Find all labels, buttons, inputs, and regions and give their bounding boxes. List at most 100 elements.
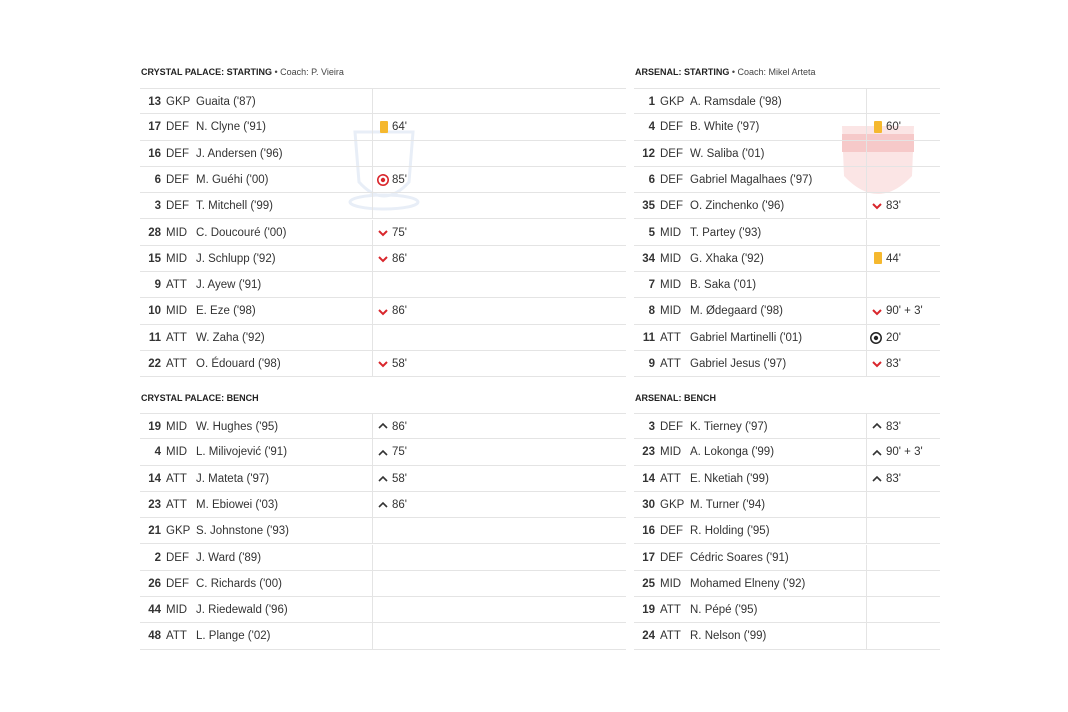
player-row: 10 MID E. Eze ('98) 86'	[140, 298, 626, 325]
section-title: CRYSTAL PALACE: STARTING	[141, 67, 272, 77]
player-name: R. Holding ('95)	[690, 525, 770, 538]
player-row: 17 DEF Cédric Soares ('91)	[634, 544, 940, 571]
position: DEF	[166, 173, 189, 186]
player-row: 44 MID J. Riedewald ('96)	[140, 597, 626, 624]
shirt-number: 28	[148, 226, 161, 239]
shirt-number: 17	[642, 551, 655, 564]
sub-out	[378, 256, 388, 263]
event-minute: 86'	[392, 305, 407, 318]
sub-in	[378, 501, 388, 508]
position: DEF	[660, 173, 683, 186]
shirt-number: 2	[154, 551, 161, 564]
column-divider	[372, 219, 373, 245]
event-minute: 75'	[392, 446, 407, 459]
shirt-number: 44	[148, 604, 161, 617]
player-row: 3 DEF T. Mitchell ('99)	[140, 193, 626, 220]
event-minute: 85'	[392, 173, 407, 186]
position: MID	[166, 226, 188, 239]
column-divider	[372, 140, 373, 166]
position: DEF	[166, 147, 189, 160]
player-row: 11 ATT Gabriel Martinelli ('01) 20'	[634, 324, 940, 351]
position: DEF	[166, 551, 189, 564]
column-divider	[866, 414, 867, 439]
sub-in	[872, 422, 882, 429]
palace-crest	[348, 130, 420, 211]
player-name: K. Tierney ('97)	[690, 421, 768, 433]
player-row: 24 ATT R. Nelson ('99)	[634, 623, 940, 650]
player-row: 6 DEF M. Guéhi ('00) 85'	[140, 166, 626, 194]
column-divider	[866, 114, 867, 140]
shirt-number: 16	[148, 147, 161, 160]
shirt-number: 3	[154, 200, 161, 213]
player-name: A. Lokonga ('99)	[690, 446, 775, 459]
event-minute: 58'	[392, 472, 407, 485]
shirt-number: 22	[148, 358, 161, 370]
column-divider	[372, 414, 373, 439]
player-row: 19 MID W. Hughes ('95) 86'	[140, 413, 626, 440]
player-name: M. Ebiowei ('03)	[196, 498, 279, 511]
player-name: J. Ward ('89)	[196, 551, 262, 564]
player-name: E. Nketiah ('99)	[690, 472, 769, 485]
player-row: 16 DEF J. Andersen ('96)	[140, 140, 626, 167]
position: ATT	[166, 630, 187, 643]
player-name: O. Édouard ('98)	[196, 358, 281, 370]
event-minute: 86'	[392, 421, 407, 433]
shirt-number: 9	[648, 358, 655, 370]
shirt-number: 25	[642, 577, 655, 590]
player-row: 4 DEF B. White ('97) 60'	[634, 114, 940, 141]
position: ATT	[660, 472, 681, 485]
player-name: Gabriel Jesus ('97)	[690, 358, 787, 370]
own-goal	[377, 174, 389, 186]
sub-out	[872, 361, 882, 368]
column-divider	[372, 298, 373, 324]
player-row: 15 MID J. Schlupp ('92) 86'	[140, 245, 626, 273]
column-divider	[866, 193, 867, 219]
position: MID	[166, 604, 188, 617]
shirt-number: 48	[148, 630, 161, 643]
player-row: 22 ATT O. Édouard ('98) 58'	[140, 351, 626, 378]
player-name: J. Schlupp ('92)	[196, 252, 276, 265]
position: DEF	[166, 577, 189, 590]
player-row: 21 GKP S. Johnstone ('93)	[140, 518, 626, 545]
column-divider	[866, 597, 867, 623]
player-name: J. Ayew ('91)	[196, 279, 262, 292]
player-row: 35 DEF O. Zinchenko ('96) 83'	[634, 193, 940, 220]
position: DEF	[660, 200, 683, 213]
position: DEF	[660, 121, 683, 134]
column-divider	[866, 140, 867, 166]
player-name: T. Partey ('93)	[690, 226, 762, 239]
section-title: ARSENAL: BENCH	[635, 393, 716, 403]
player-row: 13 GKP Guaita ('87)	[140, 88, 626, 115]
shirt-number: 1	[648, 96, 655, 108]
player-name: Gabriel Magalhaes ('97)	[690, 173, 813, 186]
column-divider	[866, 351, 867, 377]
player-row: 25 MID Mohamed Elneny ('92)	[634, 570, 940, 598]
column-divider	[866, 298, 867, 324]
arsenal-crest	[842, 126, 914, 194]
player-row: 14 ATT J. Mateta ('97) 58'	[140, 465, 626, 492]
player-row: 11 ATT W. Zaha ('92)	[140, 324, 626, 351]
position: MID	[660, 446, 682, 459]
player-name: Gabriel Martinelli ('01)	[690, 331, 803, 344]
position: MID	[166, 305, 188, 318]
player-name: A. Ramsdale ('98)	[690, 96, 782, 108]
player-row: 23 MID A. Lokonga ('99) 90' + 3'	[634, 439, 940, 466]
section-header: ARSENAL: STARTING • Coach: Mikel Arteta	[635, 64, 816, 80]
player-name: J. Riedewald ('96)	[196, 604, 288, 617]
position: ATT	[166, 498, 187, 511]
event-minute: 86'	[392, 252, 407, 265]
player-row: 9 ATT J. Ayew ('91)	[140, 272, 626, 299]
shirt-number: 15	[148, 252, 161, 265]
player-row: 5 MID T. Partey ('93)	[634, 219, 940, 246]
event-minute: 83'	[886, 358, 901, 370]
player-name: R. Nelson ('99)	[690, 630, 767, 643]
shirt-number: 4	[154, 446, 161, 459]
player-name: W. Zaha ('92)	[196, 331, 265, 344]
player-row: 16 DEF R. Holding ('95)	[634, 518, 940, 545]
position: MID	[166, 421, 188, 433]
yellow-card	[380, 121, 388, 133]
coach: • Coach: Mikel Arteta	[731, 67, 816, 77]
shirt-number: 16	[642, 525, 655, 538]
position: DEF	[660, 147, 683, 160]
event-minute: 20'	[886, 331, 901, 344]
